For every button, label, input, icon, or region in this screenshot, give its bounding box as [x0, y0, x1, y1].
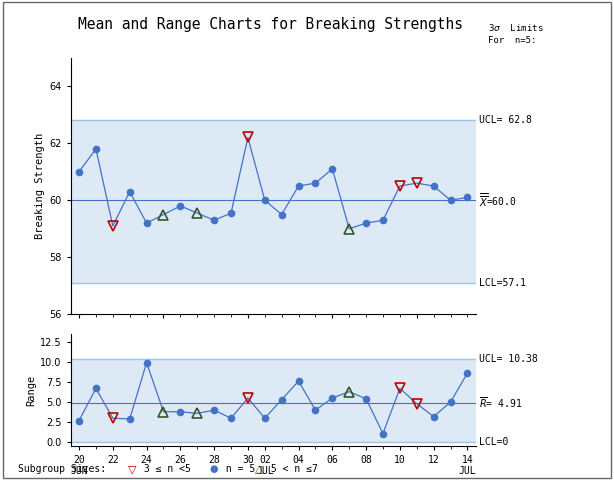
Text: 3 ≤ n <5: 3 ≤ n <5 — [138, 465, 191, 474]
Y-axis label: Range: Range — [26, 374, 36, 406]
Text: $\overline{\overline{X}}$=60.0: $\overline{\overline{X}}$=60.0 — [479, 192, 516, 209]
Text: n = 5: n = 5 — [220, 465, 255, 474]
Bar — [71, 359, 476, 443]
Text: Mean and Range Charts for Breaking Strengths: Mean and Range Charts for Breaking Stren… — [77, 17, 463, 32]
Text: UCL= 62.8: UCL= 62.8 — [479, 115, 532, 125]
Text: JUL: JUL — [459, 466, 476, 476]
Text: $\overline{R}$= 4.91: $\overline{R}$= 4.91 — [479, 396, 522, 410]
Text: △: △ — [255, 465, 263, 474]
Text: 3$\sigma$  Limits: 3$\sigma$ Limits — [488, 22, 544, 33]
Text: 5 < n ≤7: 5 < n ≤7 — [265, 465, 318, 474]
Text: For  n=5:: For n=5: — [488, 36, 537, 45]
Bar — [71, 120, 476, 283]
Text: ▽: ▽ — [128, 465, 136, 474]
Text: ●: ● — [209, 465, 218, 474]
Text: LCL=0: LCL=0 — [479, 437, 508, 447]
Text: UCL= 10.38: UCL= 10.38 — [479, 354, 538, 364]
Text: JUL: JUL — [256, 466, 274, 476]
Text: Subgroup Sizes:: Subgroup Sizes: — [18, 465, 107, 474]
Y-axis label: Breaking Strength: Breaking Strength — [35, 133, 45, 239]
Text: LCL=57.1: LCL=57.1 — [479, 278, 526, 288]
Text: JUN: JUN — [70, 466, 88, 476]
